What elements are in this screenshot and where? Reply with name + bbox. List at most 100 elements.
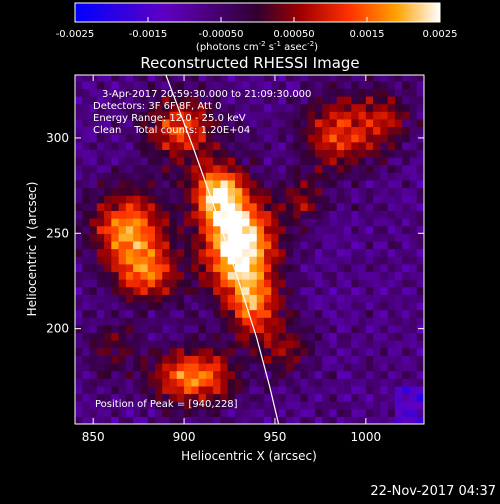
heatmap-cell [264,279,272,288]
heatmap-cell [213,248,222,257]
heatmap-cell [147,393,156,402]
heatmap-cell [205,393,214,402]
heatmap-cell [169,149,178,158]
heatmap-cell [314,279,323,288]
heatmap-cell [256,88,265,97]
heatmap-cell [351,179,360,189]
heatmap-cell [162,362,171,372]
heatmap-cell [271,256,280,265]
heatmap-cell [154,347,163,356]
heatmap-cell [220,271,229,280]
heatmap-cell [205,118,214,128]
heatmap-cell [387,401,396,410]
heatmap-cell [387,279,396,288]
heatmap-cell [147,195,156,204]
heatmap-cell [394,95,403,105]
heatmap-cell [387,118,396,128]
heatmap-cell [198,134,207,143]
heatmap-cell [191,294,200,303]
heatmap-cell [220,385,229,395]
heatmap-cell [307,317,316,326]
heatmap-cell [118,340,127,349]
heatmap-cell [82,202,91,212]
heatmap-cell [358,111,367,120]
heatmap-cell [344,75,352,82]
heatmap-cell [176,385,185,395]
heatmap-cell [227,401,236,410]
heatmap-cell [380,347,389,356]
heatmap-cell [373,248,381,257]
heatmap-cell [213,416,222,424]
heatmap-cell [373,324,381,334]
heatmap-cell [111,256,120,265]
heatmap-cell [147,347,156,356]
heatmap-cell [387,103,396,112]
heatmap-cell [75,141,83,150]
heatmap-cell [140,347,149,356]
y-tick-label: 300 [46,131,69,145]
heatmap-cell [264,301,272,311]
heatmap-cell [271,134,280,143]
heatmap-cell [293,340,301,349]
heatmap-cell [387,294,396,303]
heatmap-cell [184,370,192,379]
heatmap-cell [351,248,360,257]
heatmap-cell [409,126,418,135]
heatmap-cell [416,75,424,82]
heatmap-cell [125,126,134,135]
heatmap-cell [242,95,251,105]
heatmap-cell [394,355,403,364]
heatmap-cell [373,233,381,242]
heatmap-cell [133,279,142,288]
heatmap-cell [111,240,120,250]
heatmap-cell [111,88,120,97]
heatmap-cell [409,248,418,257]
heatmap-cell [89,210,98,219]
heatmap-cell [96,332,105,341]
heatmap-cell [271,210,280,219]
heatmap-cell [314,286,323,295]
heatmap-cell [96,187,105,196]
heatmap-cell [118,126,127,135]
heatmap-cell [89,195,98,204]
heatmap-cell [234,263,243,273]
heatmap-cell [154,256,163,265]
colorbar-tick-label: -0.00050 [199,29,244,40]
heatmap-cell [373,157,381,166]
heatmap-cell [365,210,374,219]
heatmap-cell [213,88,222,97]
heatmap-cell [198,408,207,417]
heatmap-cell [264,80,272,89]
timestamp: 22-Nov-2017 04:37 [370,484,496,499]
heatmap-cell [300,248,309,257]
heatmap-cell [242,317,251,326]
heatmap-cell [227,111,236,120]
heatmap-cell [373,95,381,105]
heatmap-cell [125,378,134,387]
heatmap-cell [307,332,316,341]
heatmap-cell [118,256,127,265]
heatmap-cell [198,401,207,410]
heatmap-cell [234,179,243,189]
heatmap-cell [264,362,272,372]
heatmap-cell [380,95,389,105]
heatmap-cell [285,286,294,295]
heatmap-cell [387,317,396,326]
heatmap-cell [365,355,374,364]
heatmap-cell [154,279,163,288]
heatmap-cell [118,347,127,356]
heatmap-cell [249,378,258,387]
heatmap-cell [176,187,185,196]
heatmap-cell [256,355,265,364]
heatmap-cell [271,88,280,97]
heatmap-cell [75,294,83,303]
heatmap-cell [358,408,367,417]
heatmap-cell [351,324,360,334]
heatmap-cell [104,149,112,158]
heatmap-cell [322,233,331,242]
heatmap-cell [140,88,149,97]
heatmap-cell [402,202,411,212]
heatmap-cell [220,118,229,128]
heatmap-cell [322,401,331,410]
heatmap-cell [373,385,381,395]
